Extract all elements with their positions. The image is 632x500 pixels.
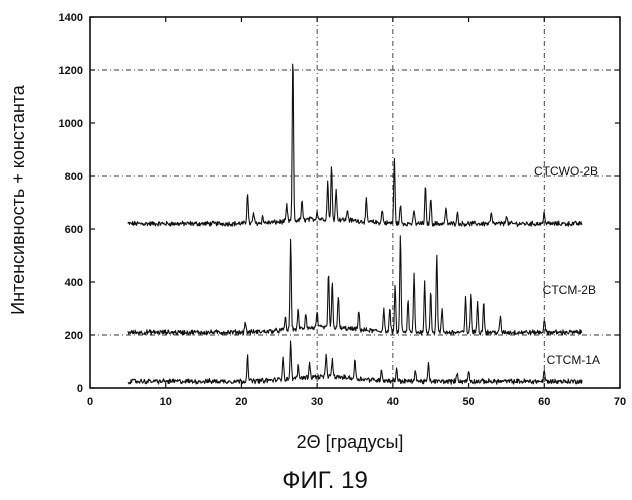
- y-tick-label: 0: [77, 383, 83, 395]
- y-tick-label: 800: [65, 171, 83, 183]
- x-axis-title: 2Θ [градусы]: [297, 432, 404, 452]
- y-tick-label: 600: [65, 224, 83, 236]
- x-tick-label: 60: [538, 396, 550, 408]
- x-tick-label: 20: [235, 396, 247, 408]
- x-tick-label: 50: [462, 396, 474, 408]
- x-tick-label: 10: [160, 396, 172, 408]
- series-label: CTCM-1A: [547, 353, 600, 367]
- y-tick-label: 200: [65, 330, 83, 342]
- series-line-ctcm-1a: [128, 341, 582, 384]
- series-line-ctcwo-2b: [128, 64, 582, 226]
- series-line-ctcm-2b: [128, 236, 582, 335]
- y-tick-label: 400: [65, 277, 83, 289]
- series-label: CTCWO-2B: [534, 164, 598, 178]
- y-tick-label: 1200: [59, 65, 83, 77]
- x-tick-label: 0: [87, 396, 93, 408]
- figure-caption: ФИГ. 19: [282, 467, 368, 494]
- y-axis-title: Интенсивность + константа: [8, 84, 28, 315]
- y-tick-label: 1000: [59, 118, 83, 130]
- series-label: CTCM-2B: [543, 283, 596, 297]
- series-group: [128, 64, 582, 384]
- x-tick-label: 40: [387, 396, 399, 408]
- x-tick-label: 30: [311, 396, 323, 408]
- x-tick-label: 70: [614, 396, 626, 408]
- axis-ticks: 0 10 20 30 40 50 60 70 0 200 400 600 800 1000 1200 1400: [59, 12, 627, 408]
- y-tick-label: 1400: [59, 12, 83, 24]
